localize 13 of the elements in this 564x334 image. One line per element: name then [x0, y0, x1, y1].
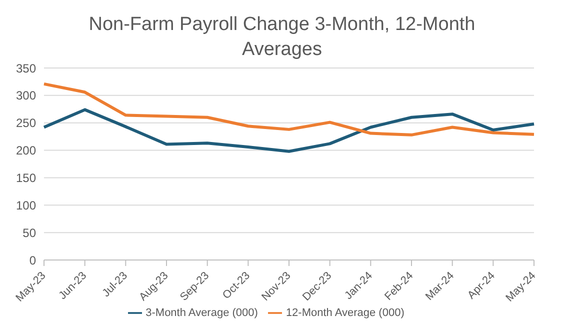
y-tick-label: 200 — [16, 144, 36, 158]
chart-title: Non-Farm Payroll Change 3-Month, 12-Month Averages — [88, 13, 476, 62]
y-tick-label: 0 — [29, 253, 36, 268]
y-tick-label: 50 — [22, 226, 36, 240]
y-tick-label: 150 — [16, 170, 36, 185]
y-tick-label: 250 — [16, 116, 36, 130]
legend-label: 3-Month Average (000) — [146, 306, 258, 319]
line-series — [42, 82, 536, 136]
y-tick-label: 300 — [16, 88, 36, 103]
line-series — [42, 108, 536, 153]
y-tick-label: 350 — [16, 61, 36, 76]
legend-label: 12-Month Average (000) — [286, 306, 404, 319]
y-tick-label: 100 — [16, 198, 36, 212]
